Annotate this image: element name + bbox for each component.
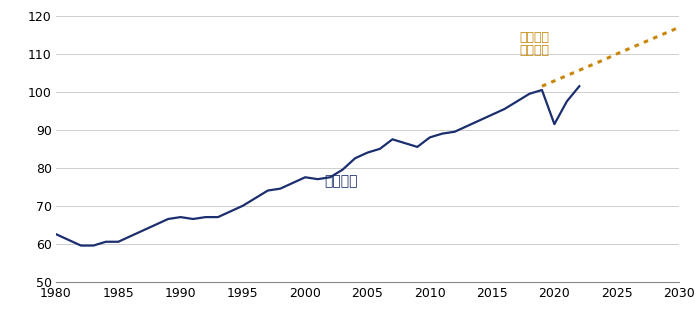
- Text: 疫情前的: 疫情前的: [519, 31, 550, 44]
- Text: 線性趨勢: 線性趨勢: [519, 44, 550, 57]
- Text: 實際需求: 實際需求: [324, 174, 358, 188]
